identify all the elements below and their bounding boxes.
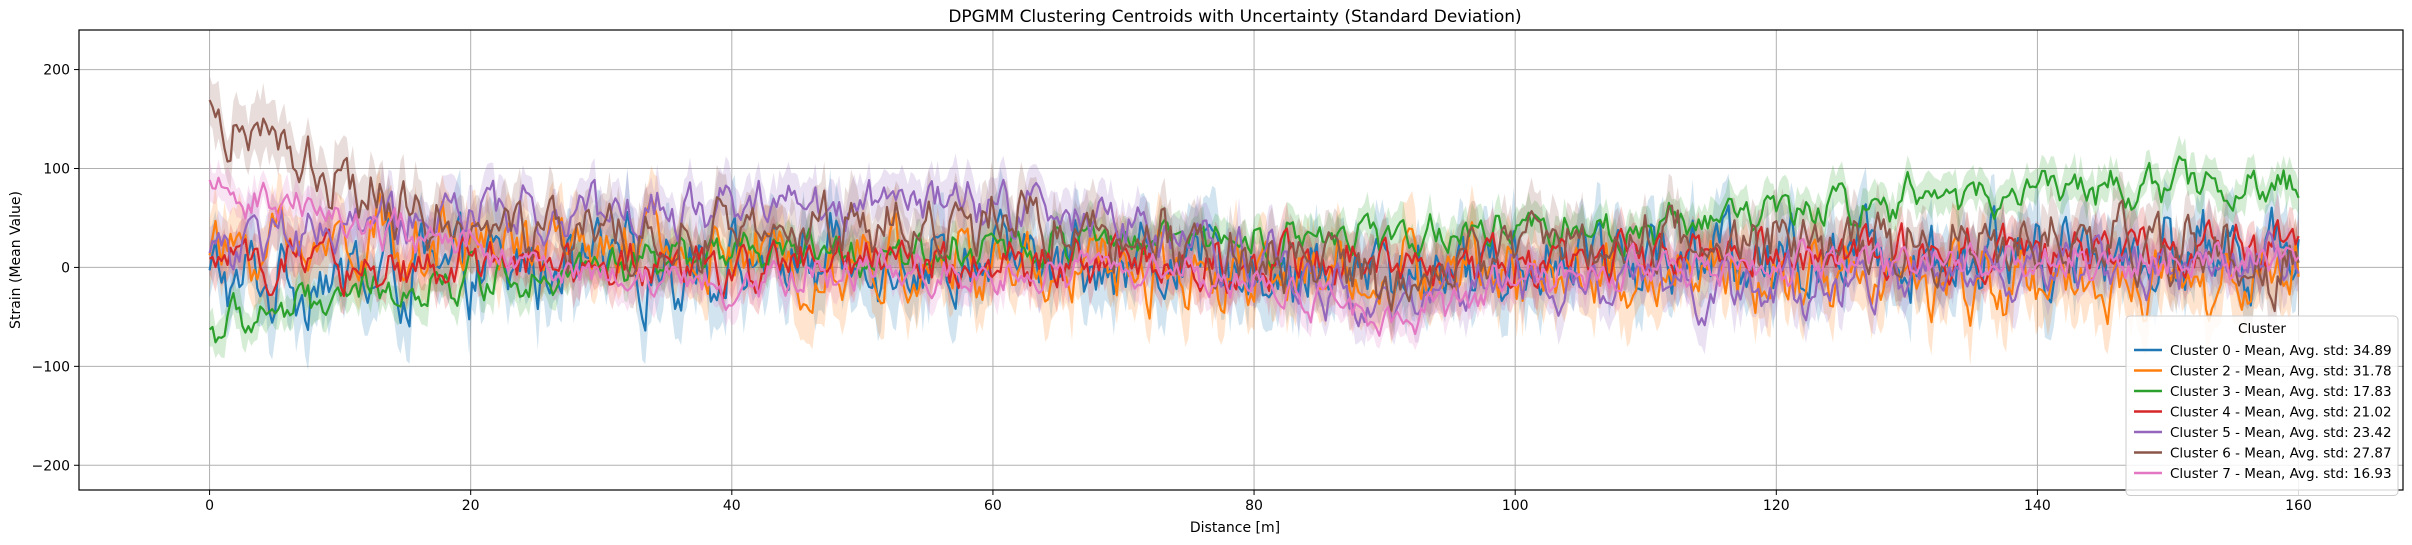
y-tick-label: 0 xyxy=(61,260,70,276)
y-tick-label: 100 xyxy=(43,161,70,177)
series-line xyxy=(208,178,2300,328)
series-line xyxy=(208,176,2300,337)
y-axis-title: Strain (Mean Value) xyxy=(8,191,24,329)
plot-frame xyxy=(78,29,2404,491)
legend-label: Cluster 3 - Mean, Avg. std: 17.83 xyxy=(2170,384,2392,400)
y-tick-label: −100 xyxy=(32,359,70,375)
x-tick-label: 140 xyxy=(2024,498,2051,514)
axis-ticks: 0 20 40 60 80 100 120 140 160 −200 −100 0 100 200 xyxy=(32,63,2312,514)
legend-label: Cluster 6 - Mean, Avg. std: 27.87 xyxy=(2170,446,2392,462)
x-tick-label: 100 xyxy=(1502,498,1529,514)
x-tick-label: 120 xyxy=(1763,498,1790,514)
x-tick-label: 80 xyxy=(1245,498,1263,514)
grid xyxy=(79,30,2403,490)
legend-items: Cluster 0 - Mean, Avg. std: 34.89 Cluster… xyxy=(2134,343,2392,482)
x-axis-title: Distance [m] xyxy=(1190,520,1280,536)
legend: Cluster Cluster 0 - Mean, Avg. std: 34.8… xyxy=(2125,315,2399,496)
series-line xyxy=(208,155,2300,344)
chart-title: DPGMM Clustering Centroids with Uncertai… xyxy=(948,7,1521,27)
legend-box xyxy=(2125,315,2399,496)
y-tick-label: 200 xyxy=(43,63,70,79)
series-lines xyxy=(208,99,2300,344)
legend-title: Cluster xyxy=(2238,321,2286,337)
legend-label: Cluster 4 - Mean, Avg. std: 21.02 xyxy=(2170,405,2392,421)
legend-label: Cluster 0 - Mean, Avg. std: 34.89 xyxy=(2170,343,2392,359)
series-std-band xyxy=(209,159,2299,351)
x-tick-label: 60 xyxy=(984,498,1002,514)
series-line xyxy=(208,219,2300,300)
legend-label: Cluster 5 - Mean, Avg. std: 23.42 xyxy=(2170,425,2392,441)
x-tick-label: 20 xyxy=(462,498,480,514)
legend-label: Cluster 7 - Mean, Avg. std: 16.93 xyxy=(2170,466,2392,482)
x-tick-label: 40 xyxy=(723,498,741,514)
x-tick-label: 160 xyxy=(2285,498,2312,514)
y-tick-label: −200 xyxy=(32,458,70,474)
x-tick-label: 0 xyxy=(205,498,214,514)
legend-label: Cluster 2 - Mean, Avg. std: 31.78 xyxy=(2170,364,2392,380)
